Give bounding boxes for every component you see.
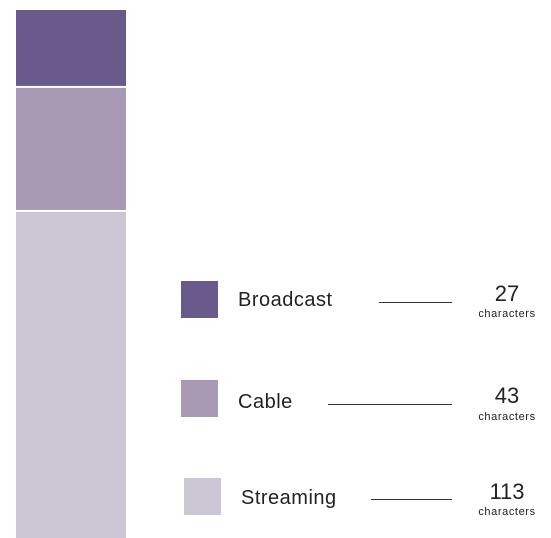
legend-label-cable: Cable [238,391,293,413]
legend-swatch-streaming [184,478,221,515]
unit-label-streaming: characters [478,506,536,518]
bar-segment-cable [16,87,126,210]
leader-line-broadcast [379,302,452,303]
leader-line-streaming [371,499,452,500]
legend-swatch-cable [181,380,218,417]
bar-segment-broadcast [16,10,126,86]
legend-label-broadcast: Broadcast [238,289,333,311]
count-streaming: 113 [489,479,525,504]
legend-item-cable: Cable 43 characters [0,370,551,430]
count-broadcast: 27 [494,281,520,306]
count-cable: 43 [494,383,520,408]
leader-line-cable [328,404,452,405]
legend-label-streaming: Streaming [241,487,337,509]
legend-item-broadcast: Broadcast 27 characters [0,270,551,330]
legend-item-streaming: Streaming 113 characters [0,465,551,525]
legend-swatch-broadcast [181,281,218,318]
bar-segment-streaming [16,211,126,538]
unit-label-broadcast: characters [478,308,536,320]
unit-label-cable: characters [478,411,536,423]
